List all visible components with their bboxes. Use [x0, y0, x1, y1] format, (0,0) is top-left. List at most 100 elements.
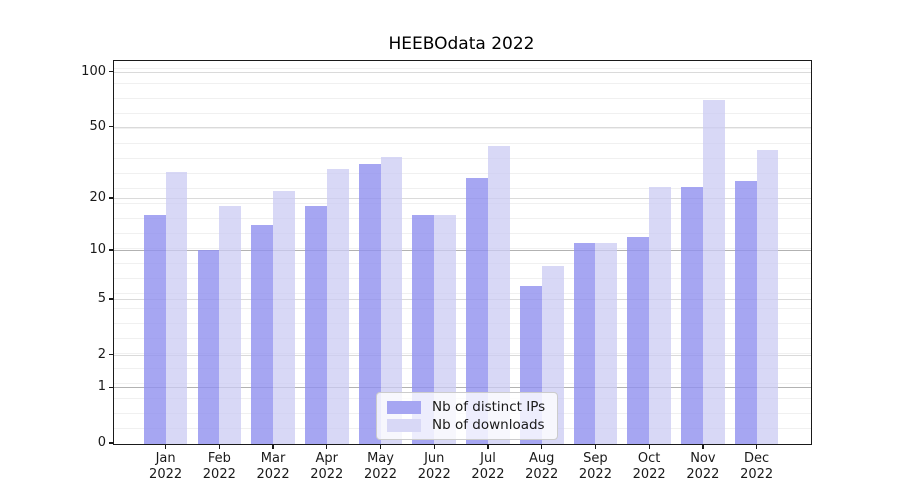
minor-gridline	[114, 188, 811, 189]
minor-gridline	[114, 68, 811, 69]
major-gridline	[114, 250, 811, 252]
legend: Nb of distinct IPs Nb of downloads	[376, 392, 558, 440]
bar-downloads-may	[380, 156, 403, 444]
minor-gridline	[114, 383, 811, 384]
legend-entry-downloads: Nb of downloads	[387, 417, 547, 433]
minor-gridline	[114, 143, 811, 144]
y-tick-mark	[109, 386, 114, 388]
x-tick-mark	[326, 444, 328, 449]
minor-gridline	[114, 278, 811, 279]
x-tick-mark	[648, 444, 650, 449]
y-tick-mark	[109, 353, 114, 356]
legend-label-downloads: Nb of downloads	[432, 417, 545, 433]
y-tick-label: 1	[97, 379, 106, 395]
bar-downloads-jan	[165, 172, 188, 444]
x-tick-label: Jan 2022	[149, 451, 183, 482]
x-tick-mark	[487, 444, 489, 449]
y-tick-label: 10	[89, 242, 106, 258]
major-gridline	[114, 298, 811, 300]
x-tick-label: Sep 2022	[578, 451, 612, 482]
legend-swatch-distinct-ips	[387, 400, 421, 414]
bar-downloads-apr	[326, 169, 349, 444]
bar-downloads-jun	[434, 214, 457, 444]
x-tick-label: Oct 2022	[632, 451, 666, 482]
x-tick-mark	[218, 444, 221, 449]
y-tick-mark	[109, 442, 114, 444]
minor-gridline	[114, 173, 811, 174]
major-gridline	[114, 197, 811, 199]
bar-distinct-ips-mar	[251, 225, 274, 444]
minor-gridline	[114, 83, 811, 84]
bar-distinct-ips-jan	[143, 214, 166, 444]
x-tick-mark	[702, 444, 704, 449]
y-tick-mark	[109, 197, 114, 199]
minor-gridline	[114, 233, 811, 234]
y-tick-label: 0	[97, 435, 106, 450]
x-tick-mark	[379, 444, 382, 449]
bar-downloads-mar	[273, 190, 295, 444]
x-tick-label: Jun 2022	[417, 451, 451, 482]
bar-distinct-ips-apr	[304, 206, 327, 444]
major-gridline	[114, 354, 811, 356]
y-tick-label: 2	[97, 346, 106, 362]
y-tick-mark	[109, 70, 114, 73]
minor-gridline	[114, 263, 811, 264]
bar-downloads-feb	[219, 206, 242, 444]
minor-gridline	[114, 203, 811, 204]
y-tick-mark	[109, 125, 114, 128]
x-tick-mark	[541, 444, 543, 449]
bar-distinct-ips-jun	[412, 214, 435, 444]
legend-entry-distinct-ips: Nb of distinct IPs	[387, 399, 547, 415]
minor-gridline	[114, 158, 811, 159]
minor-gridline	[114, 323, 811, 324]
x-tick-mark	[272, 444, 274, 449]
minor-gridline	[114, 338, 811, 339]
bar-downloads-oct	[649, 187, 671, 444]
x-tick-mark	[756, 444, 758, 449]
x-tick-label: Jul 2022	[471, 451, 505, 482]
bar-distinct-ips-dec	[734, 180, 757, 444]
y-tick-mark	[109, 249, 114, 251]
bar-distinct-ips-feb	[197, 250, 220, 444]
x-tick-mark	[165, 444, 167, 449]
x-tick-mark	[594, 444, 597, 449]
bar-distinct-ips-nov	[681, 187, 703, 444]
chart-title: HEEBOdata 2022	[388, 34, 535, 54]
minor-gridline	[114, 98, 811, 99]
bar-downloads-nov	[702, 99, 725, 444]
minor-gridline	[114, 353, 811, 354]
bar-distinct-ips-jul	[466, 177, 488, 444]
x-tick-label: Dec 2022	[740, 451, 774, 482]
y-tick-label: 20	[89, 189, 106, 205]
legend-label-distinct-ips: Nb of distinct IPs	[432, 399, 546, 415]
minor-gridline	[114, 113, 811, 114]
bar-distinct-ips-oct	[627, 236, 650, 444]
bar-downloads-dec	[756, 150, 779, 444]
major-gridline	[114, 126, 811, 128]
legend-swatch-downloads	[387, 418, 421, 432]
plot-area: 0 1 2 5 10 20 50 100 Jan 2022 Feb 2022 Mar 2022 Apr…	[81, 60, 812, 482]
bar-downloads-sep	[595, 243, 618, 444]
x-tick-label: Feb 2022	[202, 451, 236, 482]
major-gridline	[114, 387, 811, 389]
bar-distinct-ips-may	[358, 164, 381, 444]
bar-downloads-jul	[487, 146, 510, 444]
minor-gridline	[114, 368, 811, 369]
bar-distinct-ips-sep	[573, 243, 596, 444]
x-tick-label: Nov 2022	[686, 451, 720, 482]
y-tick-mark	[109, 298, 114, 300]
y-tick-label: 5	[97, 290, 106, 306]
x-tick-label: Mar 2022	[256, 451, 290, 482]
x-tick-label: Apr 2022	[310, 451, 344, 482]
y-tick-label: 100	[81, 63, 106, 79]
minor-gridline	[114, 248, 811, 249]
x-tick-mark	[433, 444, 435, 449]
minor-gridline	[114, 308, 811, 309]
minor-gridline	[114, 293, 811, 294]
major-gridline	[114, 71, 811, 73]
y-tick-label: 50	[89, 118, 106, 134]
x-tick-label: Aug 2022	[525, 451, 559, 482]
x-tick-label: May 2022	[363, 451, 398, 482]
minor-gridline	[114, 128, 811, 129]
